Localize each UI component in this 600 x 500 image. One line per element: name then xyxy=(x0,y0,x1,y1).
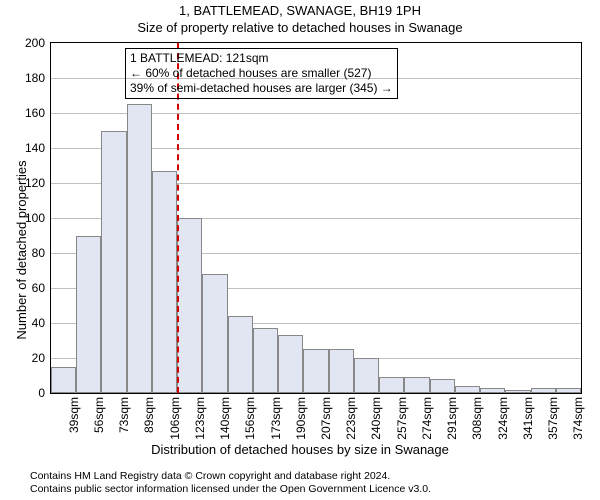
bar xyxy=(354,358,379,393)
x-tick-label: 374sqm xyxy=(571,397,585,440)
x-tick-label: 173sqm xyxy=(269,397,283,440)
y-tick-label: 200 xyxy=(25,36,51,50)
chart-title: 1, BATTLEMEAD, SWANAGE, BH19 1PH xyxy=(0,3,600,18)
y-tick-label: 80 xyxy=(32,246,51,260)
x-tick-label: 89sqm xyxy=(142,397,156,433)
bar xyxy=(531,388,556,393)
y-tick-label: 40 xyxy=(32,316,51,330)
y-tick-label: 180 xyxy=(25,71,51,85)
x-tick-label: 56sqm xyxy=(92,397,106,433)
x-tick-label: 106sqm xyxy=(168,397,182,440)
y-tick-label: 120 xyxy=(25,176,51,190)
y-tick-label: 20 xyxy=(32,351,51,365)
annotation-line: 39% of semi-detached houses are larger (… xyxy=(130,81,393,96)
bar xyxy=(101,131,126,394)
bar xyxy=(76,236,101,394)
bar xyxy=(127,104,152,393)
bar xyxy=(329,349,354,393)
x-tick-label: 39sqm xyxy=(67,397,81,433)
x-tick-label: 73sqm xyxy=(117,397,131,433)
annotation-line: ← 60% of detached houses are smaller (52… xyxy=(130,66,393,81)
x-axis-label: Distribution of detached houses by size … xyxy=(0,442,600,457)
x-tick-label: 156sqm xyxy=(243,397,257,440)
x-tick-label: 274sqm xyxy=(420,397,434,440)
bar xyxy=(430,379,455,393)
y-tick-label: 140 xyxy=(25,141,51,155)
x-tick-label: 207sqm xyxy=(319,397,333,440)
footer-line-2: Contains public sector information licen… xyxy=(30,483,431,495)
x-tick-label: 341sqm xyxy=(521,397,535,440)
x-tick-label: 223sqm xyxy=(344,397,358,440)
bar xyxy=(51,367,76,393)
y-tick-label: 0 xyxy=(38,386,51,400)
bar xyxy=(278,335,303,393)
x-tick-label: 123sqm xyxy=(193,397,207,440)
annotation-line: 1 BATTLEMEAD: 121sqm xyxy=(130,51,393,66)
annotation-box: 1 BATTLEMEAD: 121sqm← 60% of detached ho… xyxy=(125,48,398,99)
y-tick-label: 160 xyxy=(25,106,51,120)
x-tick-label: 257sqm xyxy=(395,397,409,440)
footer-line-1: Contains HM Land Registry data © Crown c… xyxy=(30,470,390,482)
bar xyxy=(379,377,404,393)
x-tick-label: 190sqm xyxy=(294,397,308,440)
bar xyxy=(505,390,530,394)
bar xyxy=(228,316,253,393)
x-tick-label: 357sqm xyxy=(546,397,560,440)
chart-subtitle: Size of property relative to detached ho… xyxy=(0,20,600,35)
x-tick-label: 308sqm xyxy=(470,397,484,440)
x-tick-label: 240sqm xyxy=(369,397,383,440)
bar xyxy=(202,274,227,393)
bar xyxy=(152,171,177,393)
y-tick-label: 60 xyxy=(32,281,51,295)
bar xyxy=(177,218,202,393)
bar xyxy=(404,377,429,393)
y-tick-label: 100 xyxy=(25,211,51,225)
bar xyxy=(303,349,328,393)
x-tick-label: 291sqm xyxy=(445,397,459,440)
x-tick-label: 140sqm xyxy=(218,397,232,440)
bar xyxy=(253,328,278,393)
bar xyxy=(455,386,480,393)
x-tick-label: 324sqm xyxy=(496,397,510,440)
bar xyxy=(480,388,505,393)
bar xyxy=(556,388,581,393)
